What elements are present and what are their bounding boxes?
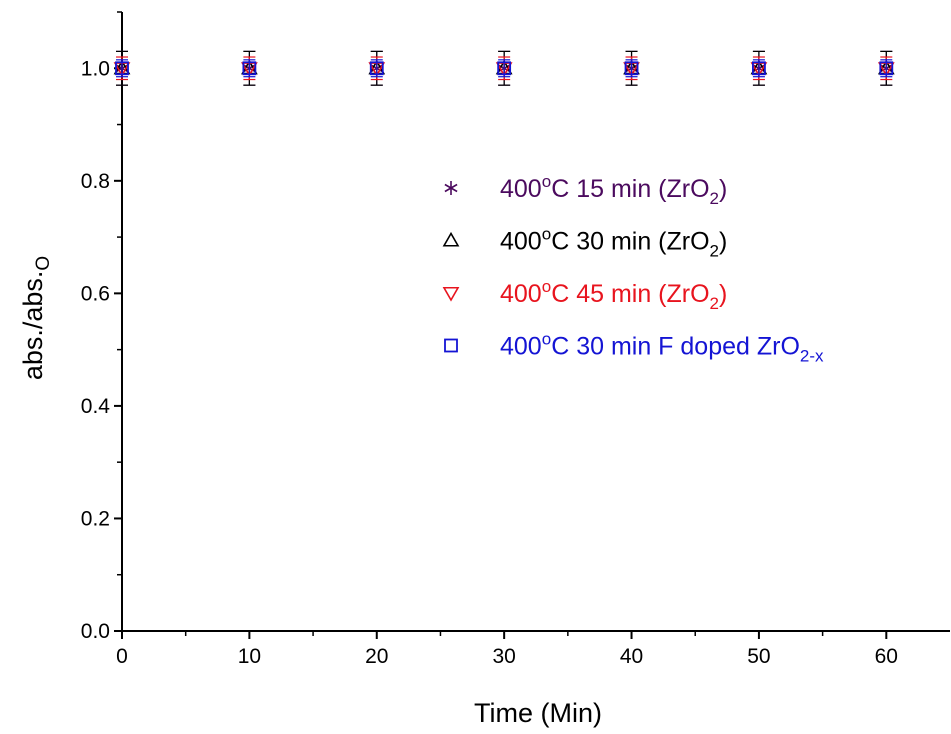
- legend-label-main: 400: [500, 280, 542, 308]
- legend-label-sub: 2: [710, 189, 719, 208]
- y-axis-title-main: abs./abs.: [18, 271, 48, 381]
- legend-label: 400oC 30 min F doped ZrO2-x: [500, 330, 824, 366]
- legend-marker: [444, 338, 458, 353]
- legend-label: 400oC 45 min (ZrO2): [500, 277, 727, 313]
- legend: 400oC 15 min (ZrO2)400oC 30 min (ZrO2)40…: [442, 172, 824, 366]
- data-point: [497, 61, 512, 76]
- legend-item-3: 400oC 45 min (ZrO2): [442, 277, 727, 313]
- legend-label: 400oC 15 min (ZrO2): [500, 172, 727, 208]
- legend-label-mid: C 45 min (ZrO: [551, 280, 709, 308]
- axis-titles: Time (Min) abs./abs.O: [18, 256, 602, 728]
- x-tick-label: 10: [238, 645, 261, 668]
- legend-item-4: 400oC 30 min F doped ZrO2-x: [444, 330, 824, 366]
- legend-label-mid: C 30 min (ZrO: [551, 228, 709, 256]
- asterisk-stroke: [444, 183, 458, 193]
- y-tick-label: 0.2: [81, 507, 110, 530]
- legend-label-sup: o: [542, 277, 551, 296]
- legend-marker: [442, 231, 460, 247]
- y-axis-title: abs./abs.O: [18, 256, 54, 380]
- data-point: [242, 61, 257, 76]
- legend-marker: [442, 286, 460, 302]
- data-point: [624, 61, 639, 76]
- data-marks: [113, 50, 895, 86]
- data-point: [752, 61, 766, 76]
- axes: 0 10 20 30 40 50 60 0.0 0.2 0.4 0.6 0.8 1.0: [81, 11, 950, 668]
- y-tick-label: 0.4: [81, 395, 111, 418]
- y-tick-label: 0.8: [81, 170, 110, 193]
- legend-label-tail: ): [719, 228, 727, 256]
- data-point: [369, 61, 384, 76]
- x-tick-label: 60: [875, 645, 898, 668]
- legend-label: 400oC 30 min (ZrO2): [500, 225, 727, 261]
- data-point: [879, 61, 894, 76]
- y-axis-title-sub: O: [33, 256, 54, 271]
- y-tick-label: 1.0: [81, 57, 110, 80]
- x-axis-title: Time (Min): [474, 698, 602, 728]
- legend-label-sub: 2-x: [800, 347, 824, 366]
- data-point: [115, 61, 129, 76]
- legend-label-tail: ): [719, 280, 727, 308]
- legend-item-1: 400oC 15 min (ZrO2): [444, 172, 727, 208]
- legend-label-main: 400: [500, 228, 542, 256]
- x-tick-label: 30: [492, 645, 515, 668]
- legend-label-sup: o: [542, 172, 551, 191]
- legend-label-sup: o: [542, 330, 551, 349]
- legend-label-tail: ): [719, 175, 727, 203]
- legend-item-2: 400oC 30 min (ZrO2): [442, 225, 727, 261]
- y-tick-label: 0.0: [81, 620, 110, 643]
- legend-label-sub: 2: [710, 294, 719, 313]
- y-tick-label: 0.6: [81, 282, 110, 305]
- legend-label-main: 400: [500, 333, 542, 361]
- series-4: [115, 59, 894, 78]
- legend-label-sub: 2: [710, 242, 719, 261]
- x-tick-label: 20: [365, 645, 388, 668]
- x-tick-label: 40: [620, 645, 643, 668]
- x-tick-label: 0: [116, 645, 128, 668]
- x-tick-label: 50: [747, 645, 770, 668]
- legend-marker: [444, 181, 458, 195]
- legend-label-main: 400: [500, 175, 542, 203]
- legend-label-mid: C 30 min F doped ZrO: [551, 333, 800, 361]
- legend-label-mid: C 15 min (ZrO: [551, 175, 709, 203]
- legend-label-sup: o: [542, 225, 551, 244]
